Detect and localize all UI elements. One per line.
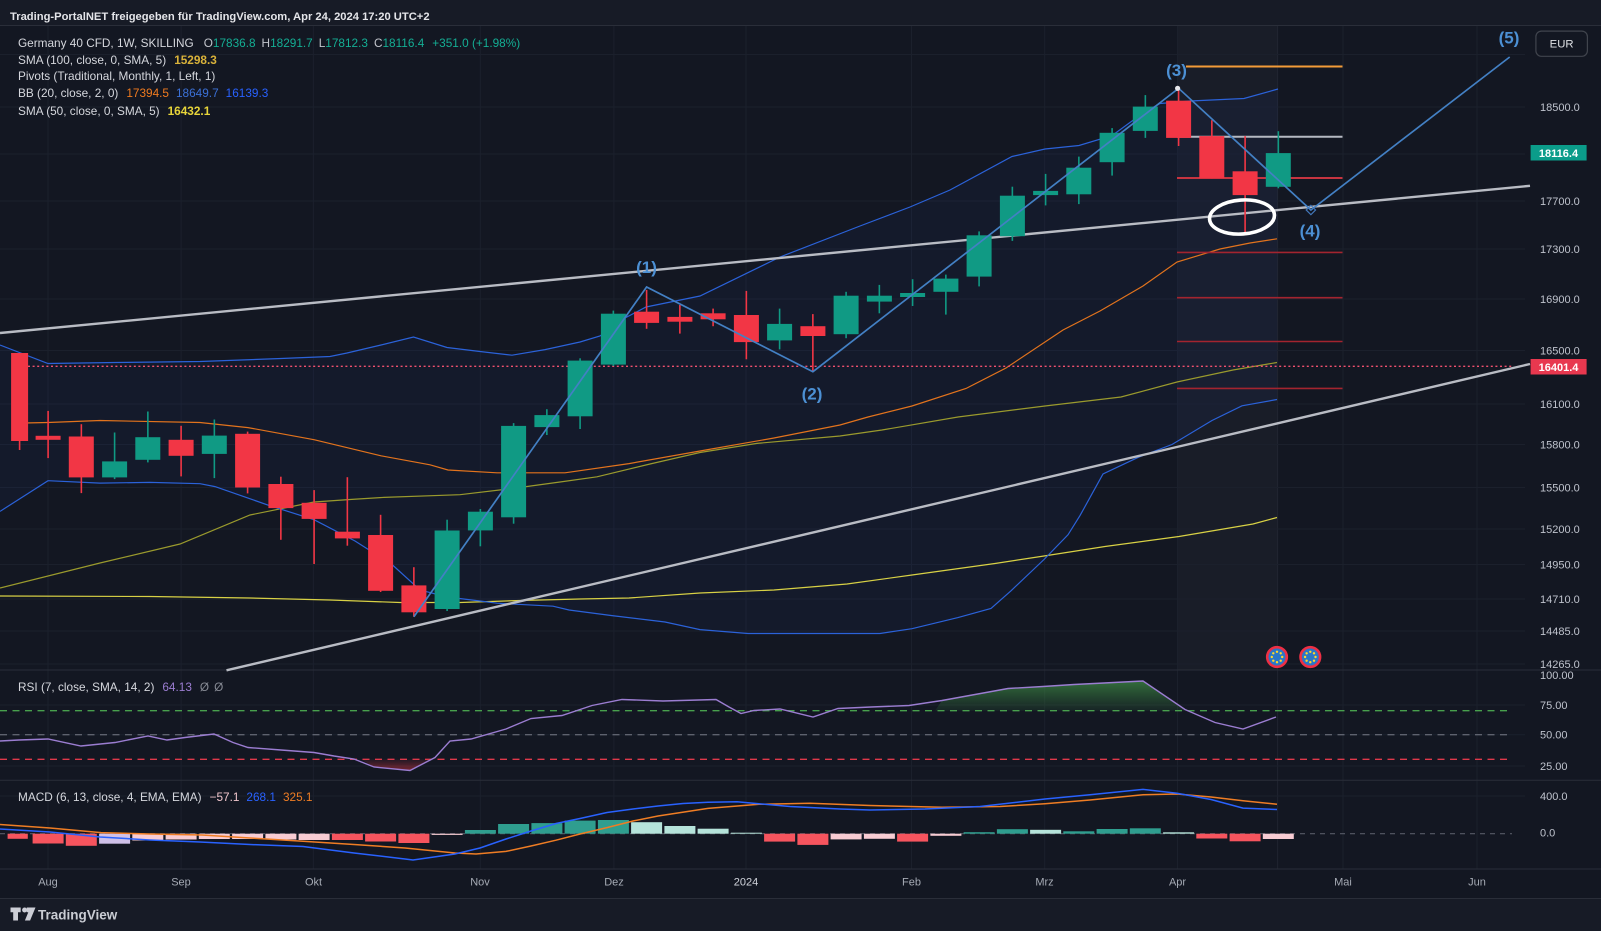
svg-text:Nov: Nov [470, 877, 490, 889]
svg-text:17300.0: 17300.0 [1540, 244, 1580, 256]
svg-text:Trading-PortalNET freigegeben: Trading-PortalNET freigegeben für Tradin… [10, 11, 430, 23]
svg-text:RSI (7, close, SMA, 14, 2)64.1: RSI (7, close, SMA, 14, 2) 64.13 Ø Ø [18, 680, 223, 694]
svg-text:100.00: 100.00 [1540, 670, 1574, 682]
svg-text:2024: 2024 [734, 877, 758, 889]
svg-text:SMA (100, close, 0, SMA, 5)152: SMA (100, close, 0, SMA, 5) 15298.3 [18, 53, 217, 67]
svg-text:Mai: Mai [1334, 877, 1352, 889]
svg-text:50.00: 50.00 [1540, 730, 1568, 742]
svg-text:14710.0: 14710.0 [1540, 594, 1580, 606]
svg-text:14485.0: 14485.0 [1540, 626, 1580, 638]
svg-text:75.00: 75.00 [1540, 700, 1568, 712]
svg-text:Aug: Aug [38, 877, 58, 889]
svg-text:17700.0: 17700.0 [1540, 196, 1580, 208]
svg-text:16401.4: 16401.4 [1539, 362, 1580, 374]
svg-text:TradingView: TradingView [38, 908, 118, 923]
svg-text:MACD (6, 13, close, 4, EMA, EM: MACD (6, 13, close, 4, EMA, EMA) −57.1 268… [18, 790, 312, 804]
svg-text:16100.0: 16100.0 [1540, 399, 1580, 411]
svg-text:16500.0: 16500.0 [1540, 346, 1580, 358]
svg-text:(5): (5) [1499, 29, 1520, 48]
svg-text:Okt: Okt [305, 877, 322, 889]
svg-text:Feb: Feb [902, 877, 921, 889]
svg-text:EUR: EUR [1550, 39, 1574, 51]
svg-text:(2): (2) [802, 385, 823, 404]
svg-text:(4): (4) [1300, 222, 1321, 241]
svg-text:(1): (1) [636, 258, 657, 277]
svg-text:Apr: Apr [1169, 877, 1186, 889]
svg-text:Sep: Sep [171, 877, 191, 889]
svg-text:Jun: Jun [1468, 877, 1486, 889]
svg-text:15200.0: 15200.0 [1540, 524, 1580, 536]
svg-text:SMA (50, close, 0, SMA, 5)1643: SMA (50, close, 0, SMA, 5) 16432.1 [18, 104, 211, 118]
svg-text:Dez: Dez [604, 877, 624, 889]
svg-text:14950.0: 14950.0 [1540, 560, 1580, 572]
svg-text:(3): (3) [1166, 61, 1187, 80]
svg-text:18500.0: 18500.0 [1540, 102, 1580, 114]
svg-text:0.0: 0.0 [1540, 828, 1555, 840]
svg-text:16900.0: 16900.0 [1540, 294, 1580, 306]
svg-text:Mrz: Mrz [1035, 877, 1053, 889]
svg-text:Pivots (Traditional, Monthly,: Pivots (Traditional, Monthly, 1, Left, 1… [18, 69, 215, 83]
svg-text:14265.0: 14265.0 [1540, 659, 1580, 671]
svg-text:25.00: 25.00 [1540, 761, 1568, 773]
svg-text:15800.0: 15800.0 [1540, 440, 1580, 452]
svg-text:18116.4: 18116.4 [1539, 148, 1579, 160]
svg-text:15500.0: 15500.0 [1540, 483, 1580, 495]
svg-text:400.0: 400.0 [1540, 791, 1568, 803]
